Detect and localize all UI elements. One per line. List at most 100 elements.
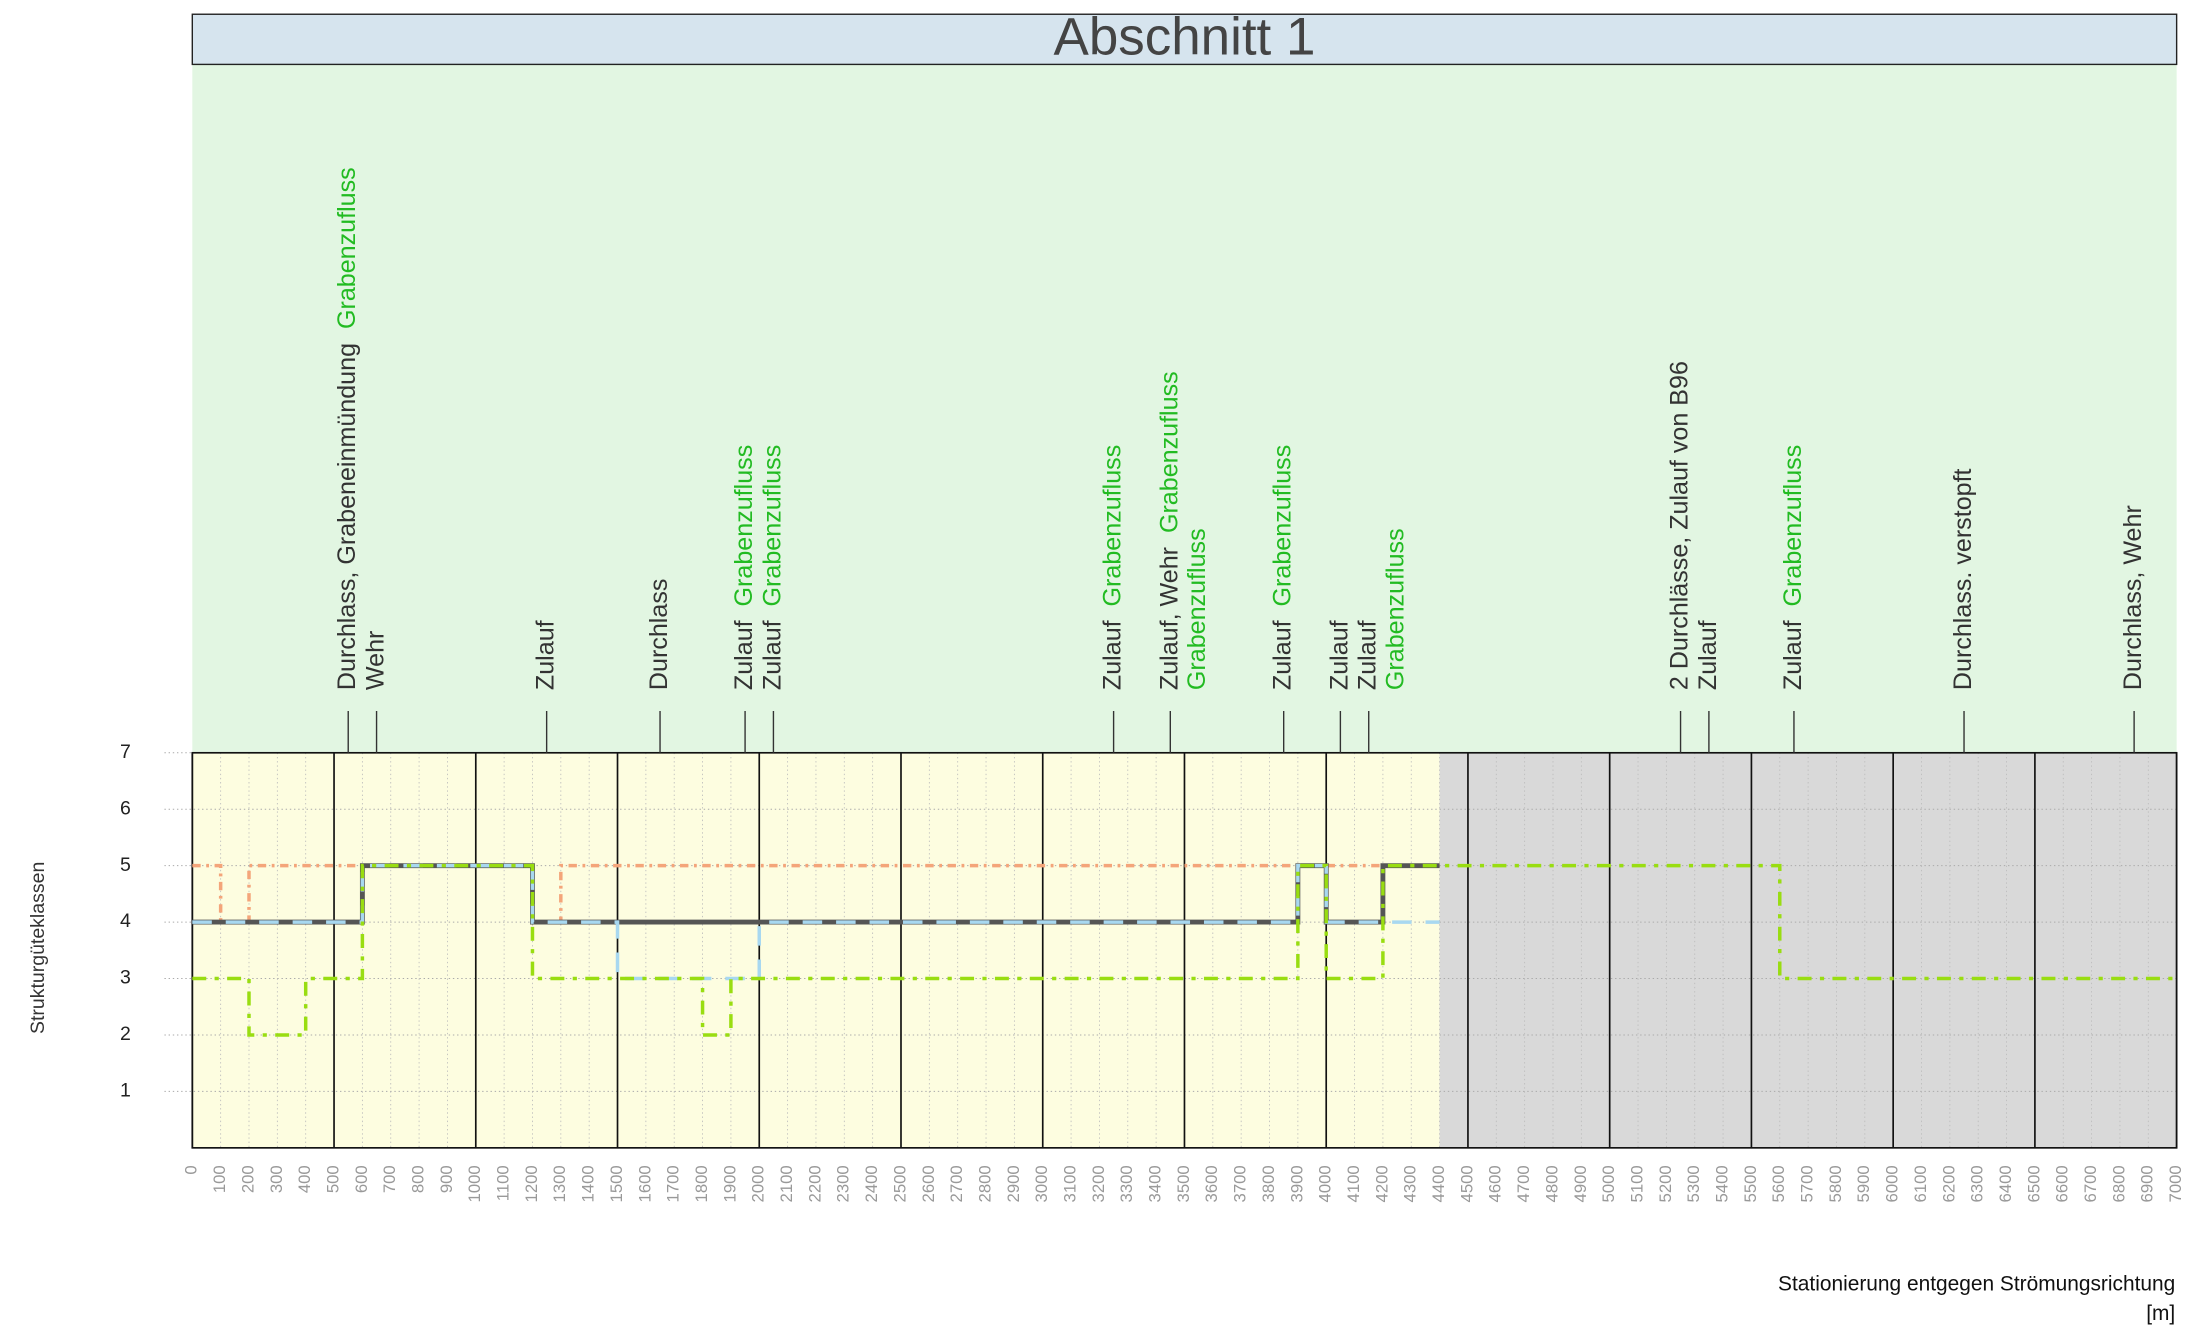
x-tick-label: 2900: [1004, 1165, 1023, 1202]
annotation-text: Zulauf: [1268, 620, 1296, 690]
step-line: [192, 863, 1440, 981]
x-tick-label: 100: [210, 1165, 229, 1193]
x-tick-label: 6000: [1883, 1165, 1902, 1202]
x-tick-label: 6700: [2081, 1165, 2100, 1202]
x-axis-label: Stationierung entgegen Strömungsrichtung: [1778, 1273, 2175, 1296]
annotation-text: Zulauf: [1325, 620, 1353, 690]
x-tick-label: 3700: [1231, 1165, 1250, 1202]
x-tick-label: 5300: [1684, 1165, 1703, 1202]
x-tick-label: 4900: [1571, 1165, 1590, 1202]
x-tick-label: 6100: [1911, 1165, 1930, 1202]
x-tick-label: 5100: [1627, 1165, 1646, 1202]
annotation-text: Grabenzufluss: [730, 445, 758, 607]
annotation-label: Zulauf: [1325, 620, 1353, 690]
annotation-text: Grabenzufluss: [1098, 445, 1126, 607]
x-tick-label: 1000: [465, 1165, 484, 1202]
x-tick-label: 5600: [1769, 1165, 1788, 1202]
annotation-text: Wehr: [361, 631, 389, 690]
annotation-label: Zulauf: [531, 620, 559, 690]
annotation-text: Grabenzufluss: [1155, 371, 1183, 533]
title-box: [191, 13, 2178, 66]
x-tick-label: 2300: [834, 1165, 853, 1202]
x-tick-label: 900: [437, 1165, 456, 1193]
annotation-text: Zulauf: [1098, 620, 1126, 690]
annotation-label: Durchlass: [645, 579, 673, 690]
x-tick-label: 800: [409, 1165, 428, 1193]
x-tick-label: 4300: [1401, 1165, 1420, 1202]
x-tick-label: 5800: [1826, 1165, 1845, 1202]
x-tick-label: 2600: [919, 1165, 938, 1202]
x-tick-label: 2100: [777, 1165, 796, 1202]
x-tick-label: 0: [182, 1165, 201, 1174]
annotation-label: Zulauf Grabenzufluss: [1779, 445, 1807, 690]
annotation-text: Grabenzufluss: [333, 167, 361, 329]
x-tick-label: 3000: [1032, 1165, 1051, 1202]
annotation-text: Zulauf, Wehr: [1155, 547, 1183, 690]
x-tick-label: 1400: [579, 1165, 598, 1202]
annotation-label: Grabenzufluss: [1381, 528, 1409, 690]
x-tick-label: 5400: [1712, 1165, 1731, 1202]
x-tick-label: 500: [323, 1165, 342, 1193]
annotation-label: Zulauf Grabenzufluss: [730, 445, 758, 690]
x-tick-label: 1100: [494, 1165, 513, 1201]
x-tick-label: 4200: [1372, 1165, 1391, 1202]
x-tick-label: 1200: [522, 1165, 541, 1202]
annotation-text: Durchlass. verstopft: [1949, 468, 1977, 690]
annotation-text: Zulauf: [1353, 620, 1381, 690]
annotation-text: Zulauf: [531, 620, 559, 690]
annotation-text: Zulauf: [758, 620, 786, 690]
x-tick-label: 3100: [1061, 1165, 1080, 1202]
x-tick-label: 3800: [1259, 1165, 1278, 1202]
x-axis-unit: [m]: [2146, 1302, 2175, 1325]
annotation-text: Grabenzufluss: [1268, 445, 1296, 607]
x-tick-label: 7000: [2166, 1165, 2185, 1202]
x-tick-label: 300: [267, 1165, 286, 1193]
x-tick-label: 3300: [1117, 1165, 1136, 1202]
x-tick-label: 1500: [607, 1165, 626, 1202]
x-tick-label: 5500: [1741, 1165, 1760, 1202]
annotation-label: Zulauf: [1353, 620, 1381, 690]
x-tick-label: 1600: [635, 1165, 654, 1202]
x-tick-label: 2800: [975, 1165, 994, 1202]
x-tick-label: 6300: [1968, 1165, 1987, 1202]
x-tick-label: 5700: [1798, 1165, 1817, 1202]
annotation-label: Zulauf Grabenzufluss: [1098, 445, 1126, 690]
x-tick-label: 3200: [1089, 1165, 1108, 1202]
x-tick-label: 700: [380, 1165, 399, 1193]
y-tick-label: 7: [120, 741, 131, 763]
x-tick-label: 4600: [1486, 1165, 1505, 1202]
annotation-text: Zulauf: [1694, 620, 1722, 690]
x-tick-label: 4800: [1542, 1165, 1561, 1202]
annotation-text: 2 Durchlässe, Zulauf von B96: [1665, 361, 1693, 690]
annotation-text: Durchlass: [645, 579, 673, 690]
annotation-text: Zulauf: [1779, 620, 1807, 690]
annotation-label: Wehr: [361, 631, 389, 690]
y-tick-label: 4: [120, 910, 131, 932]
annotation-label: Zulauf Grabenzufluss: [758, 445, 786, 690]
x-tick-label: 4700: [1514, 1165, 1533, 1202]
x-tick-label: 6200: [1939, 1165, 1958, 1202]
x-tick-label: 6500: [2024, 1165, 2043, 1202]
annotation-label: Durchlass, Grabeneinmündung Grabenzufluss: [333, 167, 361, 690]
x-tick-label: 5000: [1599, 1165, 1618, 1202]
annotation-text: Grabenzufluss: [1381, 528, 1409, 690]
y-tick-label: 2: [120, 1023, 131, 1045]
annotation-label: Durchlass, Wehr: [2119, 505, 2147, 690]
y-tick-label: 1: [120, 1080, 131, 1102]
step-line: [192, 863, 2177, 1037]
x-tick-label: 400: [295, 1165, 314, 1193]
x-tick-label: 2400: [862, 1165, 881, 1202]
annotation-text: Grabenzufluss: [1779, 445, 1807, 607]
x-tick-label: 1800: [692, 1165, 711, 1202]
annotation-label: Zulauf: [1694, 620, 1722, 690]
x-tick-label: 2000: [749, 1165, 768, 1202]
x-tick-label: 5200: [1656, 1165, 1675, 1202]
annotation-text: Grabenzufluss: [1183, 528, 1211, 690]
x-tick-label: 5900: [1854, 1165, 1873, 1202]
x-tick-label: 1900: [720, 1165, 739, 1202]
y-tick-label: 5: [120, 854, 131, 876]
x-tick-label: 1700: [664, 1165, 683, 1202]
annotation-text: Zulauf: [730, 620, 758, 690]
annotation-text: Durchlass, Grabeneinmündung: [333, 343, 361, 690]
